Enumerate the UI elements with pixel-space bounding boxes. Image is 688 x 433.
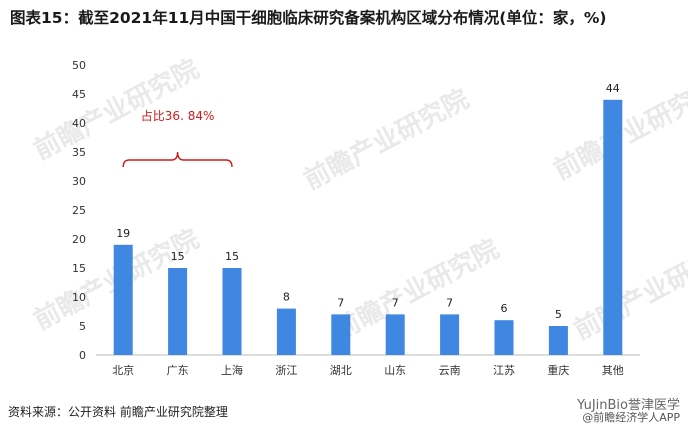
y-tick-label: 30 (72, 175, 86, 188)
annotation: 占比36. 84% (122, 108, 233, 168)
data-label: 15 (171, 250, 185, 263)
y-tick-label: 35 (72, 146, 86, 159)
x-tick-label: 重庆 (547, 363, 569, 377)
x-axis: 北京 广东 上海 浙江 湖北 山东 云南 江苏 重庆 其他 (96, 354, 640, 377)
y-tick-label: 20 (72, 233, 86, 246)
y-tick-label: 50 (72, 59, 86, 72)
data-label: 6 (501, 302, 508, 315)
data-label: 19 (116, 227, 130, 240)
chart-title: 图表15：截至2021年11月中国干细胞临床研究备案机构区域分布情况(单位：家，… (10, 9, 607, 27)
x-tick-label: 山东 (384, 364, 406, 377)
source-note: 资料来源：公开资料 前瞻产业研究院整理 (8, 405, 228, 419)
bar (548, 326, 568, 355)
y-tick-label: 5 (79, 320, 86, 333)
data-label: 15 (225, 250, 239, 263)
y-tick-label: 45 (72, 88, 86, 101)
y-tick-label: 10 (72, 291, 86, 304)
y-tick-label: 15 (72, 262, 86, 275)
x-tick-label: 云南 (439, 364, 461, 377)
y-axis: 0 5 10 15 20 25 30 35 40 45 50 (72, 59, 86, 362)
bar (494, 320, 514, 355)
y-tick-label: 40 (72, 117, 86, 130)
bar (440, 314, 460, 355)
bar (276, 308, 296, 355)
data-label: 44 (606, 82, 620, 95)
y-tick-label: 0 (79, 349, 86, 362)
data-label: 5 (555, 308, 562, 321)
x-tick-label: 广东 (167, 364, 189, 377)
x-tick-label: 江苏 (493, 364, 515, 377)
x-tick-label: 湖北 (330, 364, 352, 377)
bars: 19 15 15 8 7 7 7 6 5 44 (113, 82, 623, 355)
annotation-bracket (122, 151, 233, 168)
brand-name: YuJinBio誉津医学 (577, 398, 680, 413)
watermark-text: 前瞻产业研究院 (569, 233, 688, 346)
bar (603, 99, 623, 355)
x-tick-label: 上海 (221, 363, 243, 377)
y-tick-label: 25 (72, 204, 86, 217)
brand-credit: YuJinBio誉津医学 @前瞻经济学人APP (577, 398, 680, 424)
bar (168, 268, 188, 355)
data-label: 8 (283, 291, 290, 304)
bar (385, 314, 405, 355)
x-tick-label: 其他 (602, 364, 624, 377)
watermark-text: 前瞻产业研究院 (299, 83, 474, 196)
bar (113, 244, 133, 355)
bar (331, 314, 351, 355)
brand-app: @前瞻经济学人APP (582, 411, 680, 424)
annotation-text: 占比36. 84% (141, 108, 215, 123)
data-label: 7 (337, 296, 344, 309)
data-label: 7 (392, 296, 399, 309)
bar (222, 268, 242, 355)
watermark-text: 前瞻产业研究院 (329, 233, 504, 346)
x-tick-label: 北京 (112, 363, 134, 377)
data-label: 7 (446, 296, 453, 309)
x-tick-label: 浙江 (275, 364, 297, 377)
